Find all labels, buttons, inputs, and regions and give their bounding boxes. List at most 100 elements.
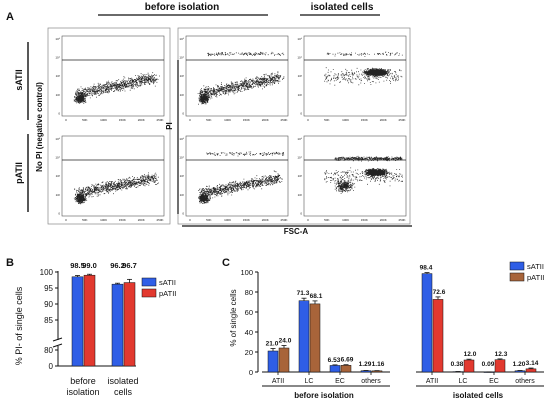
scatter-events <box>324 155 403 194</box>
panel-c-y-tick-label: 20 <box>245 348 253 357</box>
y-tick-label: 0 <box>58 111 60 115</box>
y-tick-label: 10⁵ <box>297 37 302 41</box>
panel-b-bar-pATII-2 <box>123 282 136 367</box>
x-tick-label: 50K <box>324 218 329 222</box>
y-tick-label: 10⁵ <box>179 137 184 141</box>
panel-c-category-label: others <box>515 378 535 385</box>
scatter-plot-frame <box>303 35 407 117</box>
panel-c-data-label: 12.3 <box>495 351 508 358</box>
panel-b-legend-label: pATII <box>159 289 176 298</box>
x-tick-label: 200K <box>262 218 269 222</box>
panel-c-category-label: LC <box>305 378 314 385</box>
panel-b-y-tick-label: 90 <box>44 300 53 309</box>
panel-c-group-label: before isolation <box>294 391 354 400</box>
panel-b-bars <box>71 273 136 367</box>
col-label-no-pi: No PI (negative control) <box>35 82 44 172</box>
panel-b: B % PI- of single cells 0 80 85 90 95 100 98.… <box>6 257 176 397</box>
scatter-events <box>73 72 160 104</box>
y-tick-label: 10⁴ <box>55 56 60 60</box>
panel-c-category-label: ATII <box>426 378 438 385</box>
panel-c-bar-pATII-others <box>525 368 537 373</box>
panel-c-category-label: LC <box>459 378 468 385</box>
y-tick-label: 10² <box>56 93 60 97</box>
panel-b-data-label: 96.7 <box>122 261 137 270</box>
panel-a-frame-left <box>47 27 171 225</box>
panel-a-letter: A <box>6 11 14 23</box>
axis-break-mark <box>52 337 63 342</box>
panel-c-legend-label: pATII <box>527 273 544 282</box>
panel-b-data-label: 98.5 <box>70 261 85 270</box>
panel-c-data-label: 68.1 <box>310 293 323 300</box>
y-tick-label: 10² <box>56 193 60 197</box>
y-tick-label: 10⁴ <box>297 156 302 160</box>
panel-c-y-tick-label: 0 <box>249 368 253 377</box>
x-axis-label-fsc: FSC-A <box>284 227 309 236</box>
x-tick-label: 100K <box>100 118 107 122</box>
y-tick-label: 10³ <box>180 174 184 178</box>
y-tick-label: 0 <box>300 211 302 215</box>
x-tick-label: 150K <box>119 218 126 222</box>
panel-c-data-label: 72.6 <box>433 289 446 296</box>
x-tick-label: 0 <box>189 118 191 122</box>
panel-c-bar-sATII-ATII <box>421 273 433 373</box>
panel-b-ylabel: % PI- of single cells <box>14 286 24 365</box>
scatter-plot-frame <box>303 135 407 217</box>
x-tick-label: 200K <box>138 218 145 222</box>
scatter-plot-3: 10⁵ 10⁴ 10³ 10² 0 0 50K 100K 150K 200K 250K <box>297 35 407 122</box>
y-tick-label: 0 <box>58 211 60 215</box>
panel-c-data-label: 21.0 <box>266 341 279 348</box>
panel-b-bar-pATII-1 <box>83 274 96 367</box>
panel-b-y-tick-label: 0 <box>49 362 54 371</box>
x-tick-label: 250K <box>280 118 287 122</box>
panel-c-data-label: 0.38 <box>451 361 464 368</box>
panel-b-category-label: cells <box>114 387 133 397</box>
panel-b-category-label: isolated <box>107 376 138 386</box>
panel-b-data-label: 99.0 <box>82 261 97 270</box>
y-tick-label: 10⁵ <box>297 137 302 141</box>
panel-b-legend-swatch <box>141 277 157 287</box>
y-tick-label: 10⁴ <box>179 56 184 60</box>
y-tick-label: 0 <box>182 211 184 215</box>
x-tick-label: 250K <box>156 118 163 122</box>
panel-c-category-label: ATII <box>272 378 284 385</box>
y-tick-label: 10³ <box>56 74 60 78</box>
panel-c-data-label: 3.14 <box>526 360 539 367</box>
panel-b-y-tick-label: 85 <box>44 316 53 325</box>
x-tick-label: 50K <box>206 118 211 122</box>
scatter-plot-6: 10⁵ 10⁴ 10³ 10² 0 0 50K 100K 150K 200K 250K <box>297 135 407 222</box>
x-tick-label: 250K <box>398 118 405 122</box>
panel-b-legend-swatch <box>141 288 157 298</box>
row-label-patii: pATII <box>14 162 24 184</box>
y-tick-label: 10³ <box>298 74 302 78</box>
scatter-plot-1: 10⁵ 10⁴ 10³ 10² 0 0 50K 100K 150K 200K 250K <box>55 35 165 122</box>
panel-c-bar-sATII-others <box>514 370 526 373</box>
panel-c-bar-pATII-EC <box>494 359 506 373</box>
x-tick-label: 50K <box>324 118 329 122</box>
panel-c: C % of single cells 0 20 40 60 80 100 21.0 24.… <box>222 257 544 400</box>
scatter-events <box>73 172 159 205</box>
panel-c-labels: 21.0 24.0 ATII 71.3 68.1 LC 6.53 6.69 EC 1.29 1.16… <box>266 265 539 400</box>
panel-c-data-label: 6.69 <box>341 357 354 364</box>
y-tick-label: 10⁵ <box>55 137 60 141</box>
panel-c-data-label: 6.53 <box>328 357 341 364</box>
x-tick-label: 100K <box>100 218 107 222</box>
panel-b-legend: sATII pATII <box>141 277 176 298</box>
x-tick-label: 200K <box>262 118 269 122</box>
panel-b-category-label: isolation <box>66 387 99 397</box>
panel-c-data-label: 12.0 <box>464 351 477 358</box>
scatter-plot-frame <box>61 35 165 117</box>
y-tick-label: 10⁵ <box>55 37 60 41</box>
x-tick-label: 100K <box>342 118 349 122</box>
y-tick-label: 0 <box>300 111 302 115</box>
y-tick-label: 10² <box>180 93 184 97</box>
x-tick-label: 0 <box>307 218 309 222</box>
panel-c-data-label: 1.29 <box>359 361 372 368</box>
panel-c-bar-pATII-ATII <box>432 299 444 373</box>
panel-b-bar-sATII-1 <box>71 276 84 367</box>
x-tick-label: 150K <box>361 118 368 122</box>
col-header-before: before isolation <box>145 2 219 13</box>
x-tick-label: 100K <box>224 218 231 222</box>
panel-b-y-tick-label: 100 <box>40 268 54 277</box>
y-tick-label: 10⁴ <box>55 156 60 160</box>
